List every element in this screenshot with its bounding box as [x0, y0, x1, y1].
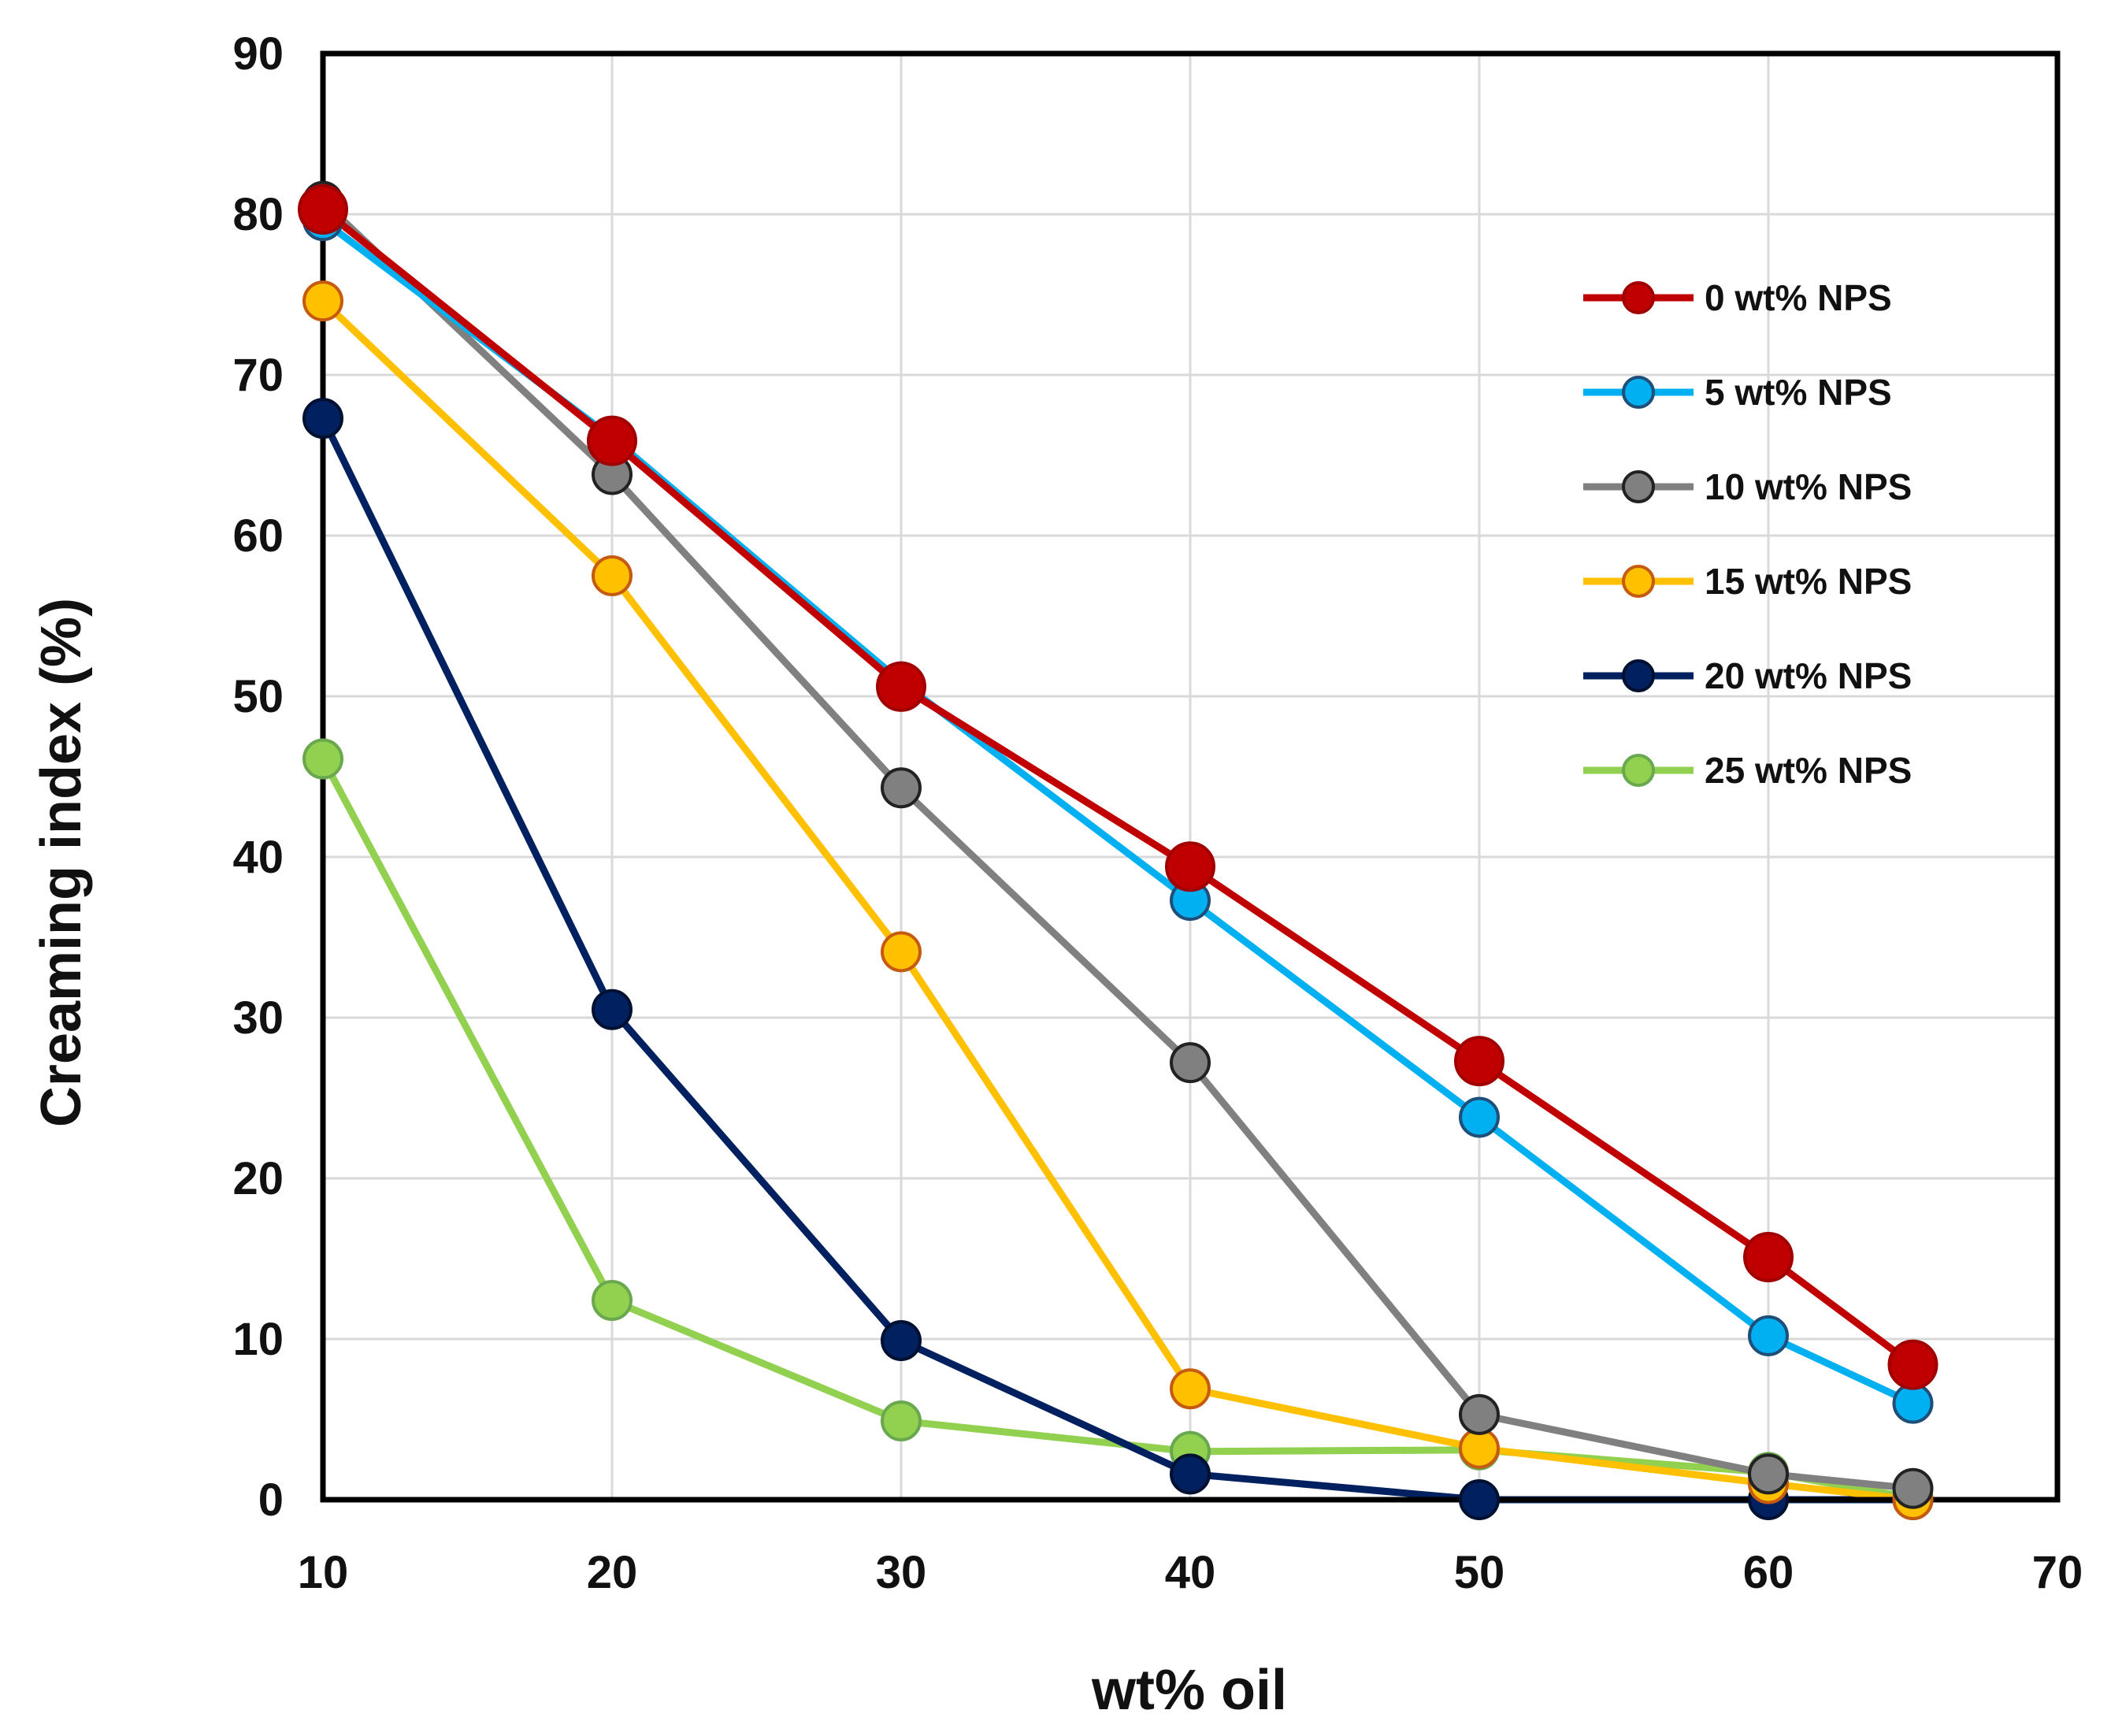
data-point	[1170, 1368, 1211, 1410]
data-point	[1459, 1096, 1500, 1138]
legend-label: 25 wt% NPS	[1705, 750, 1912, 791]
series-line	[320, 757, 1914, 1502]
data-point	[587, 415, 637, 466]
series-lines	[319, 198, 1916, 1504]
y-tick-label: 80	[232, 189, 284, 240]
data-point	[1454, 1036, 1504, 1087]
y-tick-label: 10	[232, 1314, 284, 1365]
data-point	[881, 931, 922, 973]
x-tick-label: 40	[1165, 1547, 1216, 1598]
y-tick-label: 30	[232, 992, 284, 1044]
data-point	[1459, 1427, 1500, 1469]
data-point	[298, 184, 348, 235]
legend-label: 5 wt% NPS	[1705, 372, 1892, 413]
legend-marker	[1622, 470, 1655, 503]
x-tick-label: 70	[2032, 1547, 2083, 1598]
series-markers	[298, 180, 1938, 1520]
data-point	[881, 1400, 922, 1442]
data-point	[1748, 1453, 1789, 1495]
data-point	[592, 1280, 633, 1322]
data-point	[1170, 1042, 1211, 1084]
data-point	[881, 1320, 922, 1362]
data-point	[1459, 1393, 1500, 1435]
data-point	[592, 555, 633, 596]
series-line	[321, 206, 1916, 1368]
x-tick-label: 20	[587, 1547, 638, 1598]
data-point	[876, 661, 926, 712]
data-point	[302, 280, 343, 322]
x-tick-label: 10	[298, 1547, 349, 1598]
data-point	[1892, 1467, 1934, 1509]
y-axis-title: Creaming index (%)	[30, 598, 93, 1127]
legend-marker	[1622, 565, 1655, 598]
data-point	[1892, 1382, 1934, 1424]
y-tick-label: 0	[258, 1474, 284, 1526]
y-tick-label: 60	[232, 510, 284, 562]
legend-marker	[1622, 659, 1655, 692]
legend-marker	[1622, 281, 1655, 314]
data-point	[302, 738, 343, 780]
data-point	[881, 767, 922, 809]
legend-marker	[1622, 754, 1655, 787]
legend: 0 wt% NPS 5 wt% NPS 10 wt% NPS 15 wt% NPS 20…	[1583, 277, 1912, 791]
y-axis-tick-labels: 0 10 20 30 40 50 60 70 80 90	[232, 28, 284, 1526]
y-tick-label: 20	[232, 1153, 284, 1204]
data-point	[1459, 1479, 1500, 1520]
y-tick-label: 70	[232, 350, 284, 401]
y-tick-label: 90	[232, 28, 284, 80]
data-point	[1165, 841, 1215, 892]
x-tick-label: 50	[1454, 1547, 1505, 1598]
data-point	[1748, 1315, 1789, 1356]
legend-label: 20 wt% NPS	[1705, 655, 1912, 696]
data-point	[1887, 1339, 1938, 1390]
data-point	[302, 398, 343, 440]
legend-label: 0 wt% NPS	[1705, 277, 1892, 318]
data-point	[592, 989, 633, 1030]
data-point	[1743, 1231, 1794, 1282]
x-axis-title: wt% oil	[1091, 1659, 1287, 1722]
x-tick-label: 60	[1743, 1547, 1794, 1598]
x-tick-label: 30	[876, 1547, 927, 1598]
y-tick-label: 40	[232, 832, 284, 883]
x-axis-tick-labels: 10 20 30 40 50 60 70	[298, 1547, 2083, 1598]
legend-label: 10 wt% NPS	[1705, 466, 1912, 507]
data-point	[1170, 1453, 1211, 1495]
legend-label: 15 wt% NPS	[1705, 561, 1912, 602]
y-tick-label: 50	[232, 671, 284, 722]
legend-marker	[1622, 376, 1655, 409]
